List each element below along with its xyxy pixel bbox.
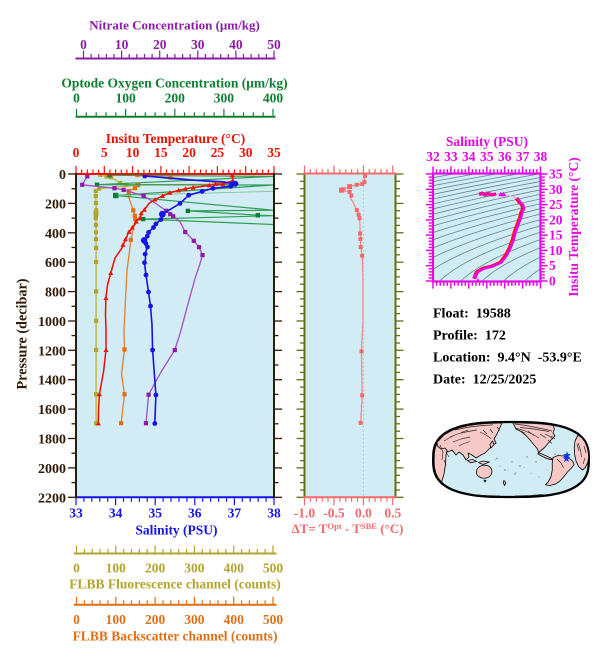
svg-text:34: 34 bbox=[109, 506, 123, 521]
svg-text:400: 400 bbox=[224, 612, 245, 627]
svg-text:1400: 1400 bbox=[38, 374, 66, 389]
svg-text:300: 300 bbox=[214, 91, 235, 106]
svg-text:10: 10 bbox=[115, 37, 129, 52]
svg-text:2200: 2200 bbox=[38, 491, 66, 506]
svg-text:20: 20 bbox=[153, 37, 167, 52]
svg-text:300: 300 bbox=[184, 561, 205, 576]
svg-text:Insitu Temperature (°C): Insitu Temperature (°C) bbox=[566, 157, 581, 296]
svg-text:Salinity (PSU): Salinity (PSU) bbox=[135, 523, 217, 538]
svg-text:36: 36 bbox=[498, 149, 512, 164]
svg-text:25: 25 bbox=[549, 197, 563, 212]
svg-text:1000: 1000 bbox=[38, 315, 66, 330]
svg-text:800: 800 bbox=[45, 286, 66, 301]
svg-text:35: 35 bbox=[480, 149, 494, 164]
svg-text:1800: 1800 bbox=[38, 433, 66, 448]
svg-text:400: 400 bbox=[263, 91, 284, 106]
svg-text:20: 20 bbox=[182, 145, 196, 160]
svg-text:33: 33 bbox=[444, 149, 458, 164]
svg-text:15: 15 bbox=[549, 228, 563, 243]
svg-text:33: 33 bbox=[69, 506, 83, 521]
svg-text:0: 0 bbox=[73, 612, 80, 627]
svg-text:Location: 9.4°N -53.9°E: Location: 9.4°N -53.9°E bbox=[433, 351, 582, 366]
svg-text:1200: 1200 bbox=[38, 344, 66, 359]
svg-text:34: 34 bbox=[462, 149, 476, 164]
svg-text:20: 20 bbox=[549, 212, 563, 227]
svg-text:37: 37 bbox=[516, 149, 530, 164]
svg-text:-1.0: -1.0 bbox=[294, 506, 316, 521]
svg-text:100: 100 bbox=[106, 612, 127, 627]
svg-text:Profile: 172: Profile: 172 bbox=[433, 329, 506, 344]
svg-text:0: 0 bbox=[73, 145, 80, 160]
svg-text:600: 600 bbox=[45, 256, 66, 271]
svg-text:1600: 1600 bbox=[38, 403, 66, 418]
svg-text:200: 200 bbox=[165, 91, 186, 106]
svg-text:40: 40 bbox=[229, 37, 243, 52]
svg-text:10: 10 bbox=[126, 145, 140, 160]
svg-text:30: 30 bbox=[239, 145, 253, 160]
svg-text:25: 25 bbox=[211, 145, 225, 160]
svg-text:30: 30 bbox=[191, 37, 205, 52]
svg-text:0: 0 bbox=[73, 561, 80, 576]
svg-text:Insitu Temperature (°C): Insitu Temperature (°C) bbox=[106, 131, 245, 146]
svg-text:200: 200 bbox=[145, 561, 166, 576]
svg-text:38: 38 bbox=[534, 149, 548, 164]
svg-text:30: 30 bbox=[549, 182, 563, 197]
svg-text:32: 32 bbox=[426, 149, 440, 164]
svg-text:15: 15 bbox=[154, 145, 168, 160]
svg-text:35: 35 bbox=[267, 145, 281, 160]
svg-text:50: 50 bbox=[267, 37, 281, 52]
svg-text:0: 0 bbox=[73, 91, 80, 106]
svg-text:ΔT= TOpt - TSBE (°C): ΔT= TOpt - TSBE (°C) bbox=[292, 521, 404, 536]
svg-text:400: 400 bbox=[45, 227, 66, 242]
svg-text:FLBB Fluorescence channel (cou: FLBB Fluorescence channel (counts) bbox=[69, 577, 281, 592]
svg-text:0: 0 bbox=[549, 274, 556, 289]
svg-text:200: 200 bbox=[145, 612, 166, 627]
svg-text:35: 35 bbox=[148, 506, 162, 521]
svg-text:200: 200 bbox=[45, 197, 66, 212]
svg-text:0.5: 0.5 bbox=[384, 506, 401, 521]
svg-text:400: 400 bbox=[224, 561, 245, 576]
svg-text:100: 100 bbox=[115, 91, 136, 106]
svg-text:500: 500 bbox=[263, 612, 284, 627]
svg-text:-0.5: -0.5 bbox=[323, 506, 345, 521]
svg-text:Optode Oxygen Concentration (μ: Optode Oxygen Concentration (μm/kg) bbox=[61, 76, 287, 91]
svg-text:500: 500 bbox=[263, 561, 284, 576]
svg-text:FLBB Backscatter channel (coun: FLBB Backscatter channel (counts) bbox=[73, 629, 278, 644]
svg-text:Salinity (PSU): Salinity (PSU) bbox=[446, 134, 528, 149]
svg-text:5: 5 bbox=[549, 258, 556, 273]
svg-text:36: 36 bbox=[188, 506, 202, 521]
svg-text:Nitrate Concentration (μm/kg): Nitrate Concentration (μm/kg) bbox=[89, 18, 260, 33]
svg-text:10: 10 bbox=[549, 243, 563, 258]
svg-text:5: 5 bbox=[101, 145, 108, 160]
svg-text:Pressure (decibar): Pressure (decibar) bbox=[15, 278, 31, 389]
svg-text:0: 0 bbox=[80, 37, 87, 52]
svg-text:Float: 19588: Float: 19588 bbox=[433, 307, 511, 322]
svg-text:37: 37 bbox=[228, 506, 242, 521]
svg-text:0: 0 bbox=[59, 168, 66, 183]
svg-text:38: 38 bbox=[267, 506, 281, 521]
svg-text:300: 300 bbox=[184, 612, 205, 627]
svg-text:Date: 12/25/2025: Date: 12/25/2025 bbox=[433, 373, 536, 388]
svg-text:35: 35 bbox=[549, 167, 563, 182]
svg-text:100: 100 bbox=[106, 561, 127, 576]
svg-text:2000: 2000 bbox=[38, 462, 66, 477]
svg-text:0.0: 0.0 bbox=[355, 506, 372, 521]
